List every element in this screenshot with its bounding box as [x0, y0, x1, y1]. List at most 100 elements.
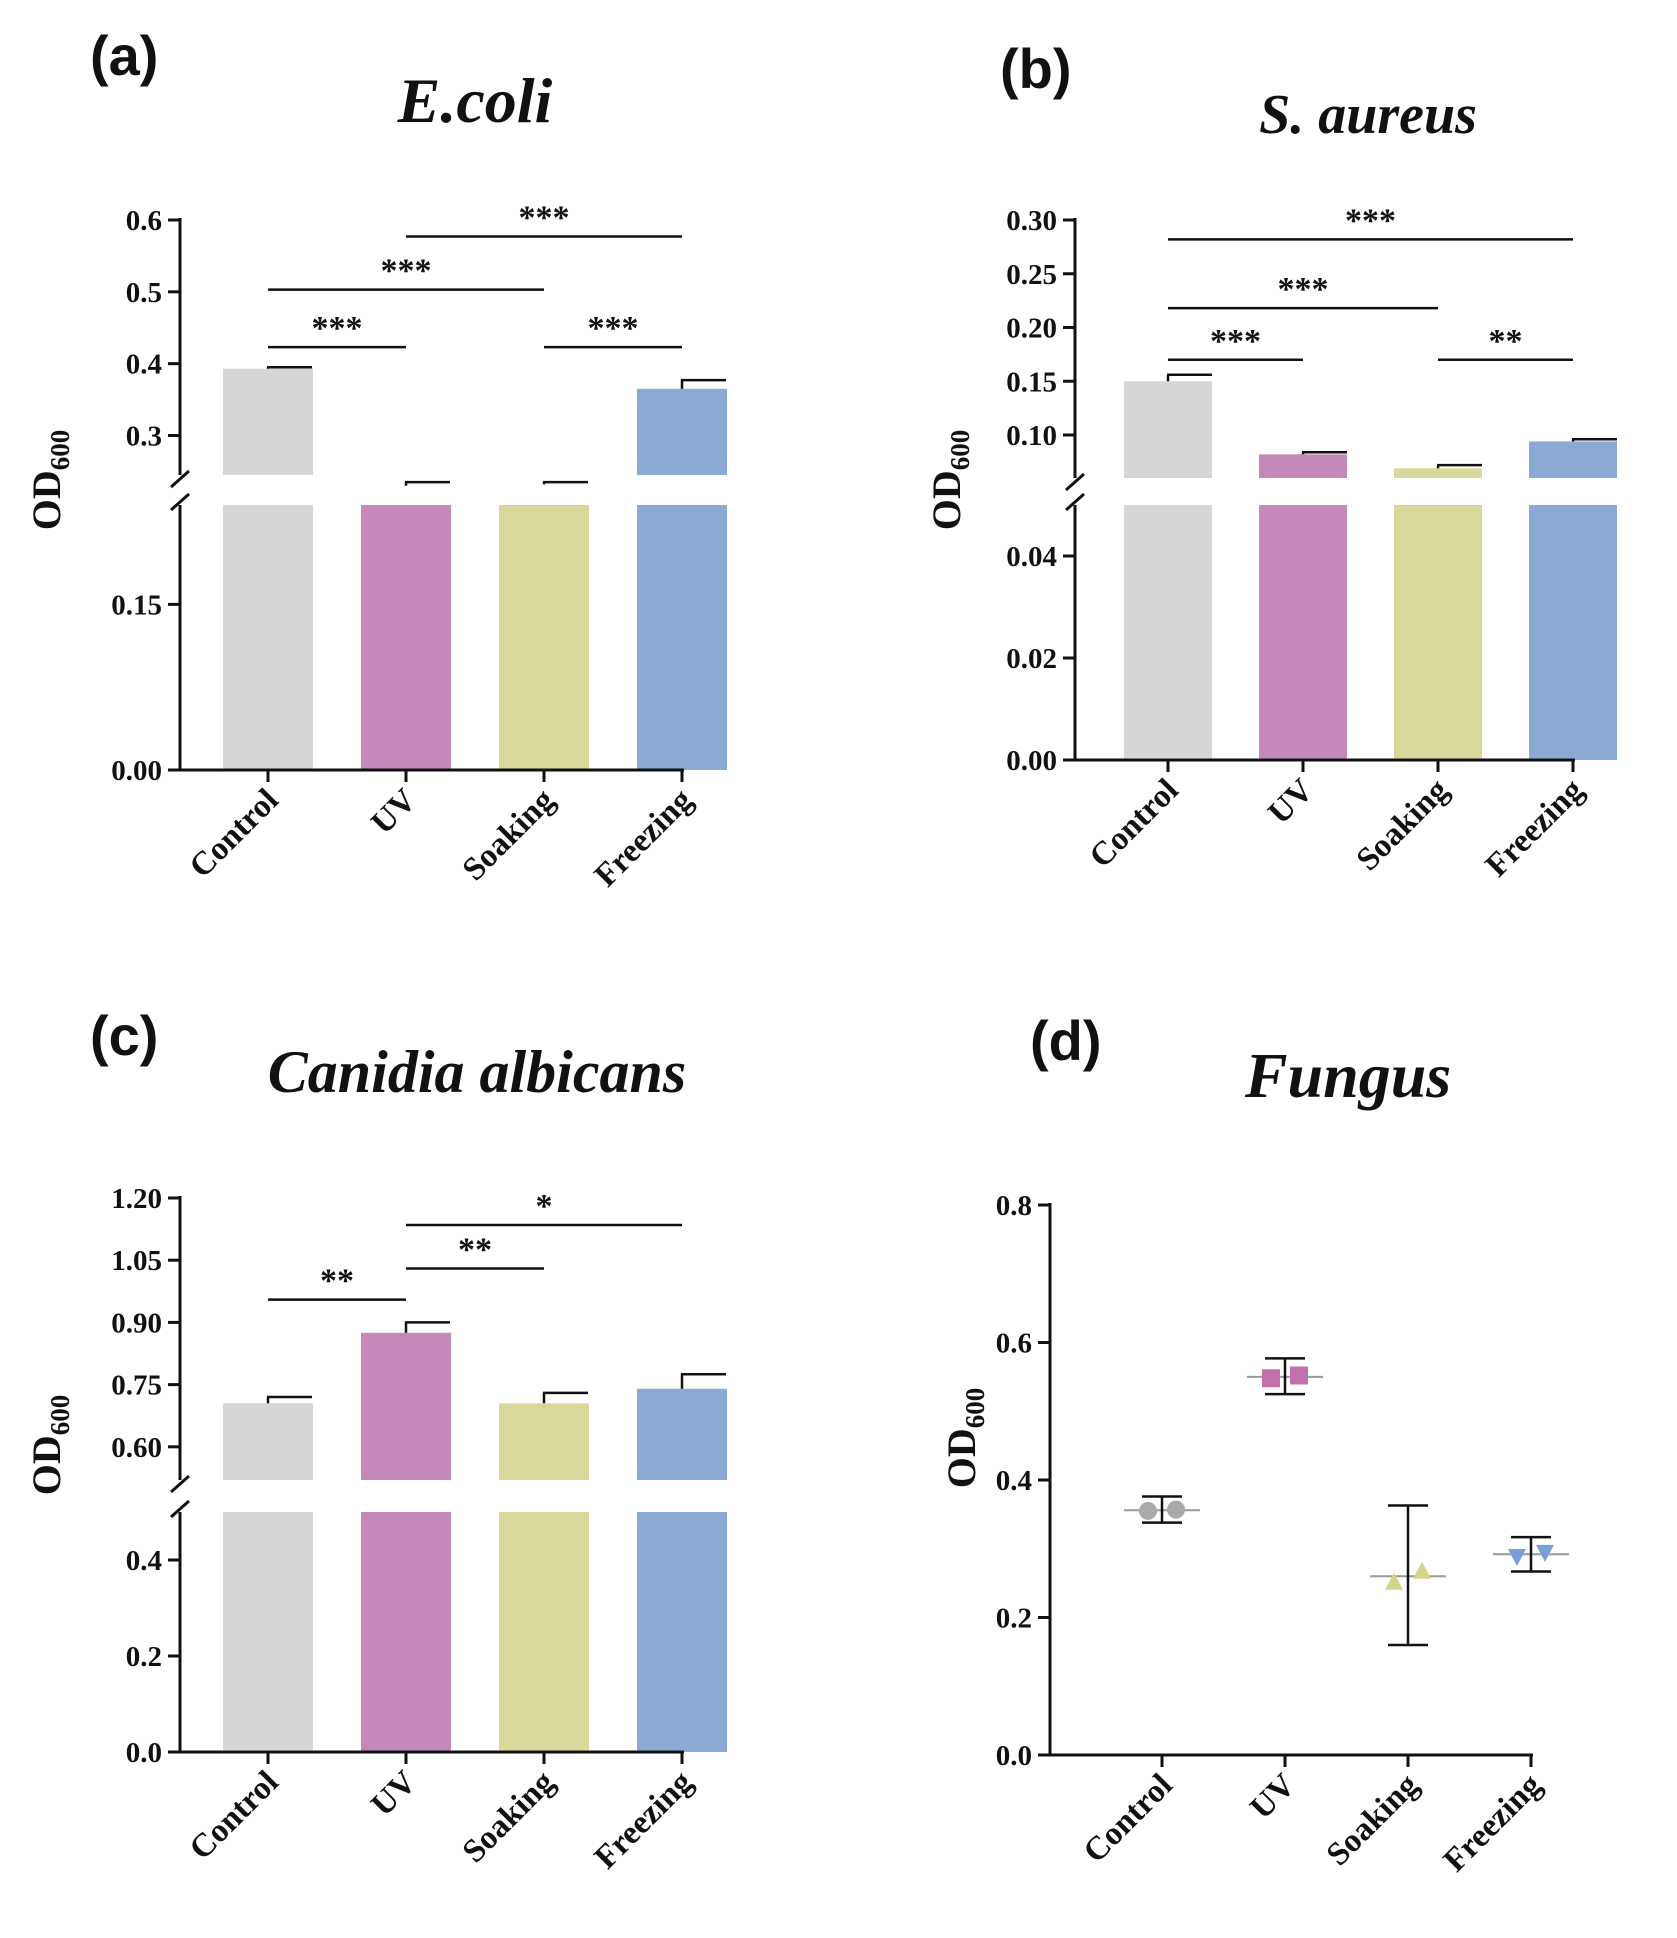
panel-d-x-tick-label-uv: UV	[1243, 1767, 1302, 1826]
panel-b-y-tick-label: 0.20	[1006, 313, 1057, 345]
panel-a-title: E.coli	[397, 65, 553, 136]
panel-d-x-tick-label-soaking: Soaking	[1320, 1767, 1426, 1873]
panel-a-bar-lower-uv	[361, 505, 451, 770]
panel-c-y-tick-label: 0.0	[126, 1737, 162, 1769]
panel-d-data-point-soaking	[1385, 1572, 1403, 1590]
panel-b-y-tick-label: 0.02	[1006, 643, 1057, 675]
panel-b-y-tick-label: 0.04	[1006, 541, 1057, 573]
panel-c-y-tick-label: 0.2	[126, 1641, 162, 1673]
panel-a-y-tick-label: 0.15	[111, 589, 162, 621]
panel-a-y-tick-label: 0.4	[126, 349, 162, 381]
panel-b-y-tick-label: 0.15	[1006, 366, 1057, 398]
panel-c-bar-lower-control	[223, 1512, 313, 1752]
panel-a-bar-lower-control	[223, 505, 313, 770]
panel-d-y-tick-label: 0.2	[996, 1603, 1032, 1635]
panel-b-bar-upper-control	[1124, 381, 1212, 478]
panel-a-y-tick-label: 0.5	[126, 277, 162, 309]
panel-c-title: Canidia albicans	[268, 1039, 686, 1105]
panel-b-x-tick-label-soaking: Soaking	[1350, 772, 1456, 878]
panel-c-y-tick-label: 0.4	[126, 1545, 162, 1577]
panel-a-x-tick-label-freezing: Freezing	[588, 782, 700, 894]
panel-c-bar-upper-soaking	[499, 1403, 589, 1480]
panel-c-bar-upper-control	[223, 1403, 313, 1480]
panel-a-label: (a)	[90, 24, 158, 87]
panel-b-bar-upper-soaking	[1394, 468, 1482, 478]
panel-d-y-axis-label: OD600	[939, 1388, 990, 1489]
panel-c-bar-lower-soaking	[499, 1512, 589, 1752]
panel-c-y-tick-label: 1.05	[111, 1245, 162, 1277]
panel-d-x-tick-label-control: Control	[1077, 1767, 1180, 1870]
panel-d-label: (d)	[1030, 1009, 1102, 1072]
panel-d-y-axis-label-sub: 600	[960, 1388, 990, 1429]
panel-d-x-tick-label-freezing: Freezing	[1437, 1767, 1549, 1879]
panel-b-y-tick-label: 0.25	[1006, 259, 1057, 291]
panel-d-data-point-uv	[1262, 1369, 1280, 1388]
panel-d-data-point-control	[1139, 1501, 1157, 1520]
panel-d-data-point-control	[1167, 1500, 1185, 1519]
panel-a-significance-label: ***	[588, 310, 639, 347]
panel-c-significance-label: **	[320, 1263, 354, 1300]
panel-b-y-tick-label: 0.00	[1006, 745, 1057, 777]
panel-a: (a) E.coli OD600 0.00 0.15 0.3 0.4 0.5 0.6 Con…	[24, 24, 727, 894]
panel-b-label: (b)	[1000, 37, 1072, 100]
panel-a-y-tick-label: 0.6	[126, 205, 162, 237]
panel-b-axis-break-mark	[1065, 472, 1085, 492]
panel-d-y-tick-label: 0.4	[996, 1465, 1032, 1497]
panel-b-bar-lower-control	[1124, 505, 1212, 760]
panel-c-significance-label: **	[458, 1232, 492, 1269]
panel-a-y-axis-label-main: OD	[24, 470, 69, 530]
panel-c-y-tick-label: 0.60	[111, 1432, 162, 1464]
panel-d-data-point-freezing	[1536, 1544, 1554, 1562]
panel-a-significance-label: ***	[519, 200, 570, 237]
panel-c-y-axis-label-main: OD	[24, 1435, 69, 1495]
panel-d: (d) Fungus OD600 0.0 0.2 0.4 0.6 0.8 Control U…	[939, 1009, 1569, 1879]
panel-d-plot: 0.0 0.2 0.4 0.6 0.8 Control UV Soaking Freezing	[996, 1190, 1569, 1879]
panel-d-title: Fungus	[1244, 1040, 1451, 1111]
panel-a-bar-lower-freezing	[637, 505, 727, 770]
panel-c-x-tick-label-uv: UV	[364, 1764, 423, 1823]
panel-c-axis-break-mark	[170, 1499, 190, 1519]
panel-b-bar-upper-uv	[1259, 454, 1347, 478]
panel-b: (b) S. aureus OD600 0.00 0.02 0.04 0.10 0.15…	[924, 37, 1617, 884]
panel-b-significance-label: ***	[1278, 271, 1329, 308]
panel-b-bar-upper-freezing	[1529, 441, 1617, 478]
panel-b-x-tick-label-freezing: Freezing	[1479, 772, 1591, 884]
panel-b-bar-lower-soaking	[1394, 505, 1482, 760]
panel-a-y-tick-label: 0.3	[126, 420, 162, 452]
panel-c-y-axis-label-sub: 600	[45, 1395, 75, 1436]
panel-c-plot: 0.0 0.2 0.4 0.60 0.75 0.90 1.05 1.20 Control UV So…	[111, 1183, 727, 1876]
panel-a-bar-upper-control	[223, 368, 313, 475]
panel-b-y-axis-label-sub: 600	[945, 430, 975, 471]
panel-b-significance-label: **	[1489, 323, 1523, 360]
panel-b-significance-label: ***	[1210, 323, 1261, 360]
panel-c-bar-lower-freezing	[637, 1512, 727, 1752]
panel-c-axis-break-mark	[170, 1474, 190, 1494]
panel-c-x-tick-label-soaking: Soaking	[456, 1764, 562, 1870]
panel-b-y-tick-label: 0.10	[1006, 420, 1057, 452]
panel-b-bar-lower-uv	[1259, 505, 1347, 760]
panel-d-data-point-soaking	[1413, 1561, 1431, 1579]
panel-c-y-tick-label: 0.90	[111, 1307, 162, 1339]
panel-a-plot: 0.00 0.15 0.3 0.4 0.5 0.6 Control UV Soaking Free…	[111, 200, 727, 894]
panel-d-y-tick-label: 0.8	[996, 1190, 1032, 1222]
panel-a-axis-break-mark	[170, 469, 190, 489]
panel-b-significance-label: ***	[1345, 202, 1396, 239]
panel-c-label: (c)	[90, 1004, 158, 1067]
panel-d-data-point-freezing	[1508, 1549, 1526, 1566]
panel-a-bar-upper-freezing	[637, 388, 727, 475]
panel-a-x-tick-label-soaking: Soaking	[456, 782, 562, 888]
panel-b-x-tick-label-uv: UV	[1261, 772, 1320, 831]
panel-a-y-tick-label: 0.00	[111, 755, 162, 787]
panel-c-y-tick-label: 0.75	[111, 1370, 162, 1402]
panel-d-data-point-uv	[1290, 1366, 1308, 1385]
panel-a-bar-lower-soaking	[499, 505, 589, 770]
panel-c-y-axis-label: OD600	[24, 1395, 75, 1496]
panel-b-y-axis-label-main: OD	[924, 470, 969, 530]
panel-b-y-axis-label: OD600	[924, 430, 975, 531]
panel-c-x-tick-label-freezing: Freezing	[588, 1764, 700, 1876]
panel-b-x-tick-label-control: Control	[1083, 772, 1186, 875]
panel-b-axis-break-mark	[1065, 492, 1085, 512]
panel-c-significance-label: *	[536, 1188, 553, 1225]
panel-c-x-tick-label-control: Control	[183, 1764, 286, 1867]
